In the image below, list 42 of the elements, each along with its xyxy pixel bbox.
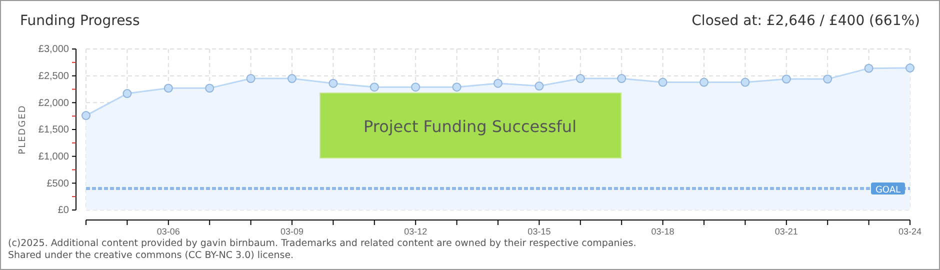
point (82, 111, 90, 120)
x-tick-label: 03-15 (528, 226, 551, 236)
point (576, 74, 585, 83)
point (782, 74, 791, 84)
point (122, 89, 132, 98)
chart-subtitle: Closed at: £2,646 / £400 (661%) (692, 13, 920, 29)
y-axis-title: PLEDGED (18, 104, 28, 154)
x-tick-label: 03-18 (651, 226, 674, 236)
x-tick-label: 03-09 (280, 226, 304, 236)
point (370, 82, 379, 92)
text: Shared under the creative commons (CC BY-NC 3.0) license. (8, 250, 294, 261)
chart-title: Funding Progress (20, 13, 140, 29)
point (288, 74, 296, 83)
point (658, 78, 668, 87)
text: (c)2025. Additional content provided by gavin birnbaum. Trademarks and related content are owned by their respective companies. (8, 238, 636, 249)
point (906, 64, 914, 72)
point (494, 78, 502, 88)
point (411, 82, 420, 92)
y-tick-label: £500 (46, 178, 70, 190)
point (700, 78, 708, 87)
point (452, 82, 462, 92)
annotation: Project Funding Successful (363, 117, 577, 136)
point (328, 78, 338, 88)
point (740, 78, 750, 87)
y-tick-label: £1,000 (38, 152, 70, 163)
x-tick-label: 03-24 (898, 226, 922, 236)
y-tick-label: £2,500 (38, 71, 70, 82)
point (534, 82, 544, 91)
x-tick-label: 03-21 (774, 226, 798, 236)
point (823, 74, 832, 84)
point (246, 74, 256, 83)
y-tick-label: £0 (58, 205, 70, 216)
y-tick-label: £2,000 (38, 98, 70, 109)
point (164, 84, 173, 93)
point (864, 64, 874, 73)
x-tick-label: 03-06 (156, 226, 180, 236)
x-tick-label: 03-12 (404, 226, 428, 236)
ref-line-label: GOAL (875, 186, 901, 196)
y-tick-label: £3,000 (38, 44, 70, 56)
point (617, 74, 626, 83)
point (205, 84, 214, 93)
y-tick-label: £1,500 (38, 124, 70, 136)
